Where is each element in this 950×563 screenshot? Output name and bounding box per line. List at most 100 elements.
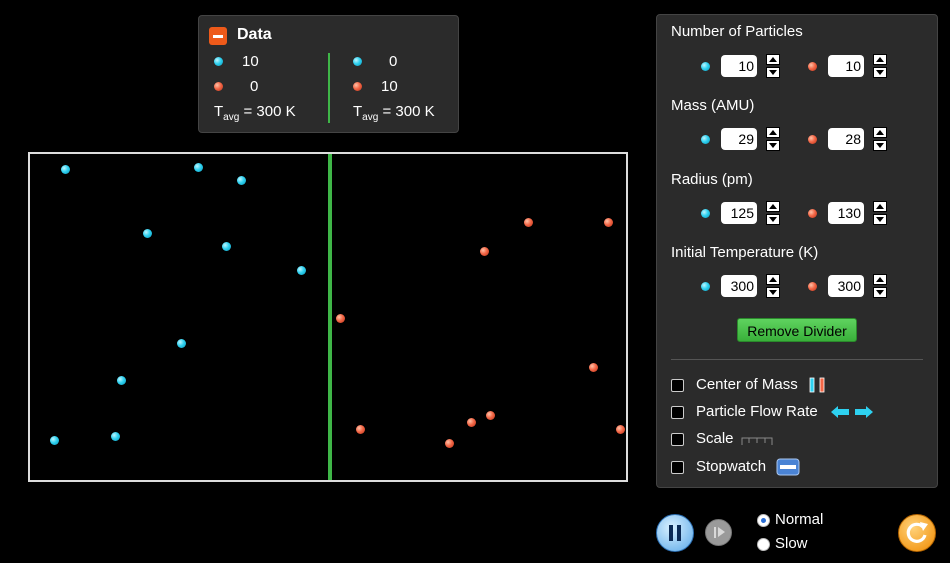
particle-flow-rate-label: Particle Flow Rate <box>696 403 818 420</box>
step-forward-button[interactable] <box>705 519 732 546</box>
red-particle-count-down[interactable] <box>873 67 887 78</box>
right-red-count: 10 <box>381 78 398 95</box>
red-particle-count-input[interactable]: 10 <box>828 55 864 77</box>
left-tavg: Tavg = 300 K <box>214 103 296 123</box>
left-tavg-value: = 300 K <box>243 103 296 120</box>
blue-particle <box>177 339 186 348</box>
blue-particle <box>61 165 70 174</box>
container-divider <box>328 154 332 480</box>
blue-particle <box>222 242 231 251</box>
red-particle <box>467 418 476 427</box>
stopwatch-label: Stopwatch <box>696 458 767 475</box>
initial-temperature-label: Initial Temperature (K) <box>671 244 819 261</box>
reset-button[interactable] <box>898 514 936 552</box>
red-particle-count-up[interactable] <box>873 54 887 65</box>
number-of-particles-label: Number of Particles <box>671 23 803 40</box>
blue-mass-input[interactable]: 29 <box>721 128 757 150</box>
red-particle-icon <box>808 282 817 291</box>
speed-slow-label: Slow <box>775 535 808 552</box>
scale-checkbox[interactable] <box>671 433 684 446</box>
blue-particle <box>111 432 120 441</box>
blue-particle-icon <box>701 209 710 218</box>
blue-particle-icon <box>701 62 710 71</box>
particle-container <box>28 152 628 482</box>
stopwatch-checkbox[interactable] <box>671 461 684 474</box>
blue-radius-up[interactable] <box>766 201 780 212</box>
blue-particle-icon <box>353 57 362 66</box>
red-temperature-input[interactable]: 300 <box>828 275 864 297</box>
blue-particle <box>237 176 246 185</box>
blue-particle <box>297 266 306 275</box>
blue-particle-count-up[interactable] <box>766 54 780 65</box>
reset-icon <box>906 522 928 543</box>
blue-radius-input[interactable]: 125 <box>721 202 757 224</box>
speed-slow-radio[interactable] <box>757 538 770 551</box>
blue-particle-icon <box>214 57 223 66</box>
blue-particle-count-down[interactable] <box>766 67 780 78</box>
tavg-symbol: T <box>214 103 224 120</box>
scale-ruler-icon <box>741 433 773 445</box>
tavg-subscript: avg <box>223 112 240 123</box>
tavg-subscript: avg <box>362 112 379 123</box>
red-temperature-up[interactable] <box>873 274 887 285</box>
red-radius-up[interactable] <box>873 201 887 212</box>
pause-button[interactable] <box>656 514 694 552</box>
blue-temperature-input[interactable]: 300 <box>721 275 757 297</box>
red-particle-icon <box>214 82 223 91</box>
right-blue-count: 0 <box>389 53 398 70</box>
blue-particle <box>194 163 203 172</box>
collapse-data-button[interactable] <box>209 27 227 45</box>
red-temperature-down[interactable] <box>873 287 887 298</box>
blue-particle-count-input[interactable]: 10 <box>721 55 757 77</box>
flow-rate-arrows-icon <box>831 405 873 419</box>
speed-normal-label: Normal <box>775 511 824 528</box>
data-title: Data <box>237 26 272 43</box>
red-particle <box>589 363 598 372</box>
blue-temperature-down[interactable] <box>766 287 780 298</box>
mass-label: Mass (AMU) <box>671 97 755 114</box>
red-radius-input[interactable]: 130 <box>828 202 864 224</box>
center-of-mass-label: Center of Mass <box>696 376 798 393</box>
speed-normal-radio[interactable] <box>757 514 770 527</box>
red-particle-icon <box>808 62 817 71</box>
red-particle <box>336 314 345 323</box>
right-tavg: Tavg = 300 K <box>353 103 435 123</box>
remove-divider-button[interactable]: Remove Divider <box>737 318 857 342</box>
blue-radius-down[interactable] <box>766 214 780 225</box>
blue-particle-icon <box>701 135 710 144</box>
blue-particle <box>143 229 152 238</box>
blue-mass-up[interactable] <box>766 127 780 138</box>
particle-flow-rate-checkbox[interactable] <box>671 406 684 419</box>
red-mass-down[interactable] <box>873 140 887 151</box>
blue-particle-icon <box>701 282 710 291</box>
blue-particle <box>117 376 126 385</box>
controls-separator <box>671 359 923 360</box>
data-panel: Data 10 0 Tavg = 300 K 0 10 Tavg = 300 K <box>198 15 459 133</box>
red-particle <box>356 425 365 434</box>
left-red-count: 0 <box>250 78 259 95</box>
red-particle <box>616 425 625 434</box>
red-particle <box>480 247 489 256</box>
red-particle <box>524 218 533 227</box>
left-blue-count: 10 <box>242 53 259 70</box>
red-radius-down[interactable] <box>873 214 887 225</box>
red-particle-icon <box>353 82 362 91</box>
tavg-symbol: T <box>353 103 363 120</box>
radius-label: Radius (pm) <box>671 171 753 188</box>
scale-label: Scale <box>696 430 734 447</box>
stopwatch-icon <box>776 458 800 476</box>
red-particle-icon <box>808 209 817 218</box>
red-mass-up[interactable] <box>873 127 887 138</box>
center-of-mass-icon <box>809 377 825 393</box>
red-particle-icon <box>808 135 817 144</box>
red-particle <box>486 411 495 420</box>
blue-temperature-up[interactable] <box>766 274 780 285</box>
data-divider <box>328 53 330 123</box>
blue-mass-down[interactable] <box>766 140 780 151</box>
center-of-mass-checkbox[interactable] <box>671 379 684 392</box>
controls-panel: Number of Particles 10 10 Mass (AMU) 29 … <box>656 14 938 488</box>
red-particle <box>604 218 613 227</box>
right-tavg-value: = 300 K <box>382 103 435 120</box>
red-mass-input[interactable]: 28 <box>828 128 864 150</box>
blue-particle <box>50 436 59 445</box>
